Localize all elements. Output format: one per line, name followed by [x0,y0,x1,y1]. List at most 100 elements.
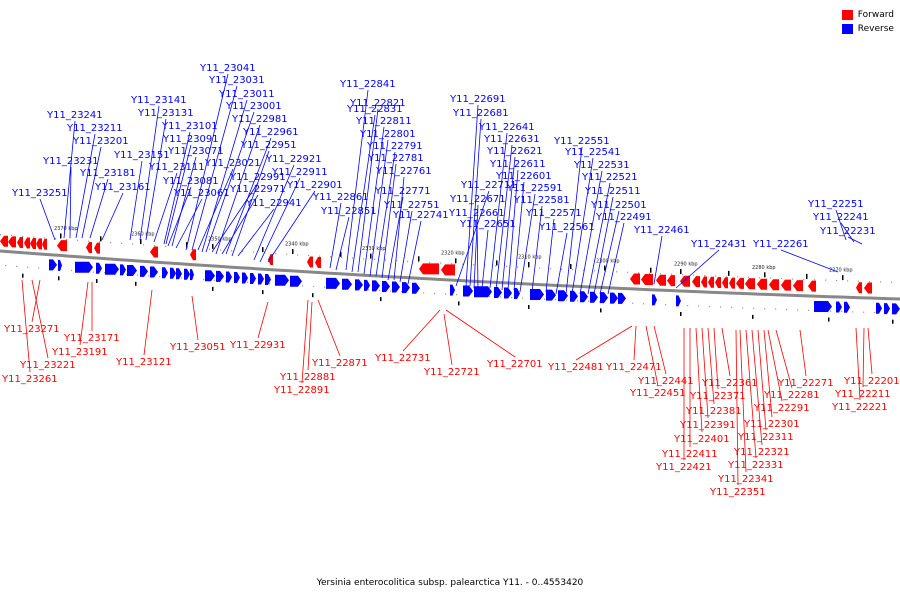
scale-marker [212,286,214,291]
guide-dot [759,277,761,279]
forward-gene-arrow [757,278,767,290]
leader-line [81,146,102,239]
guide-dot [539,267,541,269]
legend-forward-label: Forward [857,10,894,20]
legend-forward: Forward [841,8,894,22]
guide-dot [671,273,673,275]
guide-dot [869,281,871,283]
guide-dot [709,306,711,308]
guide-dot [401,291,403,293]
leader-line [165,144,192,245]
leader-line [531,205,543,293]
leader-line [501,156,516,291]
gene-label-y11_23131: Y11_23131 [137,108,194,119]
leader-line [799,329,807,377]
scale-marker [604,265,606,271]
forward-gene-arrow [656,274,666,286]
reverse-gene-arrow [580,291,588,303]
leader-line [259,177,301,263]
gene-label-y11_22871: Y11_22871 [311,358,368,369]
gene-label-y11_23181: Y11_23181 [79,168,136,179]
guide-dot [181,277,183,279]
leader-line [201,99,248,253]
gene-label-y11_22561: Y11_22561 [538,222,595,233]
leader-line [399,210,413,283]
reverse-gene-arrow [876,302,882,314]
gene-label-y11_23041: Y11_23041 [199,63,256,74]
leader-line [237,208,275,257]
guide-dot [528,267,530,269]
leader-line [143,289,153,356]
leader-line [476,218,479,289]
leader-line [101,192,124,241]
scale-marker [752,314,754,319]
gene-label-y11_22641: Y11_22641 [478,122,535,133]
gene-label-y11_23091: Y11_23091 [162,134,219,145]
reverse-gene-arrow [342,278,352,290]
guide-dot [22,235,24,237]
guide-dot [522,297,524,299]
guide-dot [797,309,799,311]
guide-dot [748,276,750,278]
leader-line [757,329,767,431]
guide-dot [368,289,370,291]
guide-dot [297,254,299,256]
guide-dot [781,277,783,280]
leader-line [473,204,479,289]
guide-dot [341,256,343,259]
guide-dot [330,256,332,258]
reverse-gene-arrow [514,288,520,299]
scale-marker [458,301,460,306]
gene-label-y11_22511: Y11_22511 [584,186,641,197]
forward-gene-arrow [641,274,653,285]
reverse-gene-arrow [412,282,420,294]
leader-line [357,108,379,273]
reverse-gene-arrow [676,295,681,307]
leader-line [231,150,270,257]
gene-label-y11_22201: Y11_22201 [843,376,900,387]
leader-line [167,186,192,247]
gene-label-y11_23161: Y11_23161 [94,182,151,193]
reverse-gene-arrow [392,281,400,293]
gene-label-y11_23271: Y11_23271 [3,324,60,335]
guide-dot [445,293,447,295]
scale-marker [806,273,808,279]
guide-dot [363,258,365,260]
gene-label-y11_22571: Y11_22571 [525,208,582,219]
leader-line [79,281,89,346]
leader-line [31,279,49,359]
guide-dot [561,268,563,270]
gene-label-y11_22911: Y11_22911 [271,167,328,178]
guide-dot [764,308,766,310]
reverse-gene-arrow [242,272,248,284]
leader-line [197,168,234,251]
guide-dot [891,281,893,283]
reverse-gene-arrow [372,280,380,292]
gene-label-y11_22901: Y11_22901 [286,180,343,191]
guide-dot [192,278,194,280]
gene-label-y11_22421: Y11_22421 [655,462,712,473]
forward-gene-arrow [24,237,30,249]
gene-label-y11_22541: Y11_22541 [564,147,621,158]
gene-label-y11_23031: Y11_23031 [208,75,265,86]
leader-line [465,104,479,287]
forward-gene-arrow [808,280,816,292]
scale-marker [600,308,602,313]
reverse-gene-arrow [75,261,93,273]
guide-dot [231,250,233,252]
scale-marker [680,269,682,274]
scale-marker [140,239,142,245]
forward-gene-arrow [94,242,100,254]
reverse-gene-arrow [58,259,62,271]
guide-dot [302,285,304,287]
guide-dot [753,307,755,309]
gene-label-y11_22591: Y11_22591 [506,183,563,194]
guide-dot [434,292,436,295]
forward-gene-arrow [793,280,803,292]
scale-tick-label: 2370 kbp [54,226,78,232]
guide-dot [858,280,860,282]
gene-label-y11_23171: Y11_23171 [63,333,120,344]
leader-line [185,73,229,251]
leader-line [205,111,255,253]
forward-gene-arrow [30,238,36,249]
